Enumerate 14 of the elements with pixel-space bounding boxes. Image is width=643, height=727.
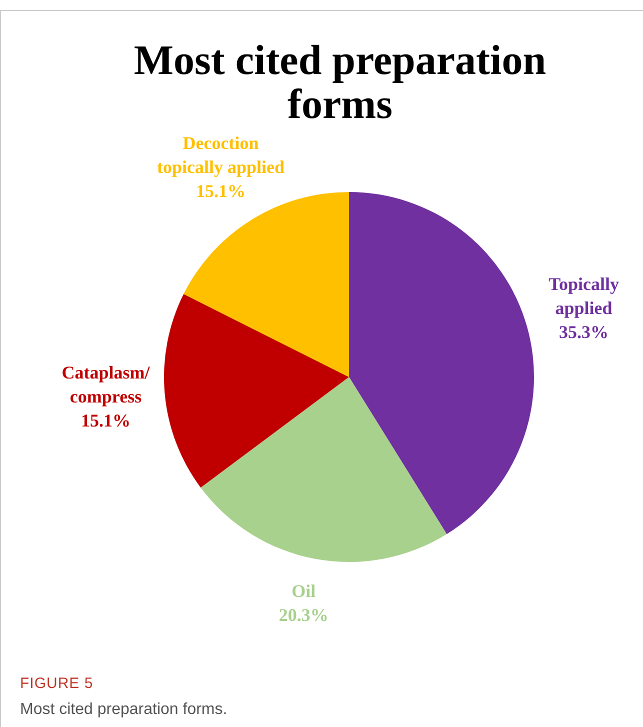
slice-label: Oil <box>292 580 316 601</box>
text: Most cited preparation forms. <box>20 701 228 718</box>
pie-slice <box>164 294 349 488</box>
pie-slice <box>349 192 534 534</box>
slice-label: Decoction topically applied <box>156 133 285 178</box>
slice-label: Cataplasm/compress <box>62 362 151 406</box>
data-label: 15.1% <box>196 181 246 202</box>
slice-label: Topically applied <box>548 274 619 318</box>
chart-title: Most cited preparation forms <box>134 38 546 128</box>
data-label: 15.1% <box>80 410 130 430</box>
caption: FIGURE 5 <box>20 675 94 692</box>
data-label: 20.3% <box>278 604 328 625</box>
data-label: 35.3% <box>559 322 609 342</box>
pie-slice <box>200 377 447 562</box>
